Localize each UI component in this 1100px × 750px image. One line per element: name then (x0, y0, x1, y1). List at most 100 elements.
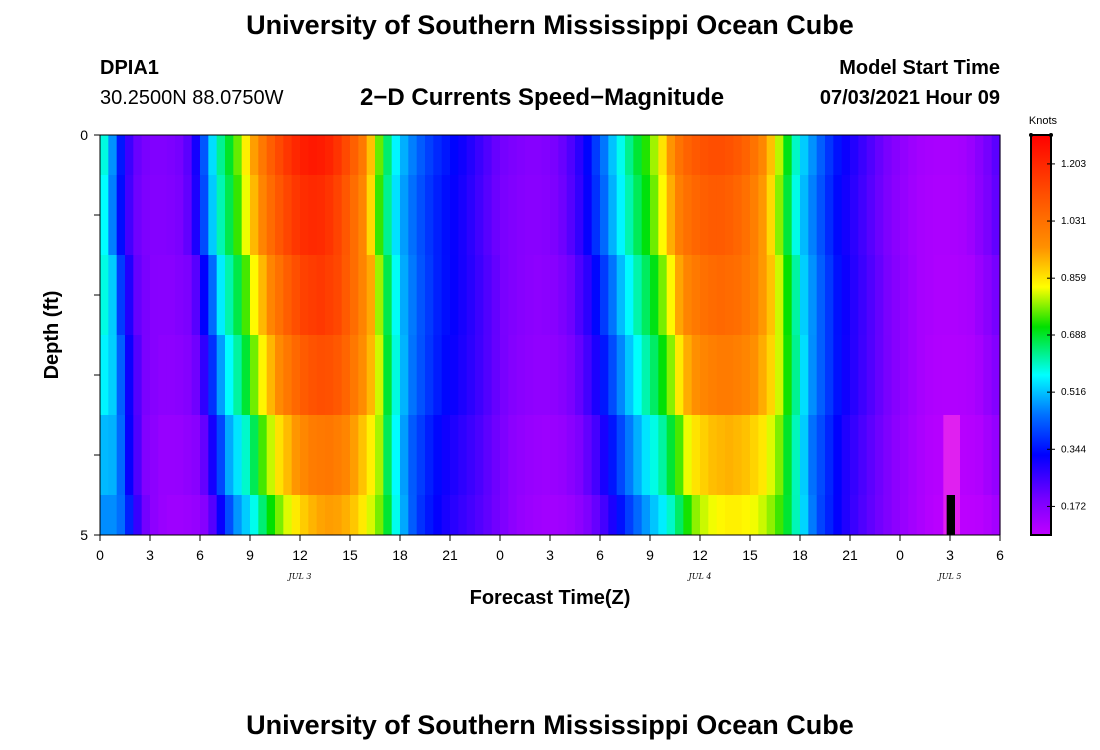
heatmap-cell (341, 135, 351, 175)
heatmap-cell (716, 255, 726, 335)
heatmap-cell (258, 135, 268, 175)
colorbar-tick-label: 0.344 (1061, 444, 1086, 455)
heatmap-cell (158, 415, 168, 495)
heatmap-cell (708, 495, 718, 535)
heatmap-cell (441, 335, 451, 415)
heatmap-cell (516, 415, 526, 495)
heatmap-cell (958, 495, 968, 535)
heatmap-cell (825, 335, 834, 415)
model-start-label: Model Start Time (839, 57, 1000, 79)
heatmap-cell (483, 495, 493, 535)
heatmap-cell (125, 335, 134, 415)
heatmap-cell (458, 175, 468, 255)
heatmap-cell (675, 335, 684, 415)
heatmap-cell (450, 175, 459, 255)
heatmap-cell (533, 495, 543, 535)
heatmap-cell (516, 255, 526, 335)
heatmap-cell (591, 335, 601, 415)
heatmap-cell (250, 135, 259, 175)
heatmap-cell (141, 415, 151, 495)
heatmap-cell (633, 335, 643, 415)
heatmap-cell (475, 175, 484, 255)
heatmap-cell (600, 175, 609, 255)
heatmap-cell (216, 495, 226, 535)
heatmap-cell (291, 175, 301, 255)
heatmap-cell (466, 415, 476, 495)
heatmap-cell (783, 335, 793, 415)
heatmap-cell (691, 415, 701, 495)
heatmap-cell (175, 255, 184, 335)
heatmap-cell (416, 495, 426, 535)
heatmap-cell (775, 255, 784, 335)
heatmap-cell (183, 175, 193, 255)
heatmap-cell (483, 175, 493, 255)
heatmap-cell (833, 135, 843, 175)
heatmap-cell (908, 175, 918, 255)
heatmap-cell (583, 255, 593, 335)
heatmap-annotations (943, 415, 960, 535)
heatmap-cell (275, 415, 284, 495)
heatmap-cell (600, 135, 609, 175)
heatmap-cell (358, 335, 368, 415)
heatmap-cell (816, 255, 826, 335)
heatmap-cell (933, 135, 943, 175)
heatmap-cell (333, 495, 343, 535)
heatmap-cell (825, 415, 834, 495)
heatmap-cell (808, 335, 818, 415)
heatmap-cell (466, 255, 476, 335)
heatmap-cell (558, 135, 568, 175)
heatmap-cell (225, 175, 234, 255)
heatmap-cell (958, 335, 968, 415)
heatmap-cell (950, 335, 959, 415)
footer-title: University of Southern Mississippi Ocean… (246, 710, 854, 740)
heatmap-cell (508, 255, 518, 335)
x-tick-label: 3 (146, 547, 154, 563)
heatmap-cell (383, 255, 393, 335)
heatmap-cell (391, 255, 401, 335)
heatmap-cell (691, 175, 701, 255)
heatmap-cell (675, 495, 684, 535)
heatmap-cell (266, 495, 276, 535)
heatmap-cell (275, 255, 284, 335)
heatmap-cell (925, 175, 934, 255)
heatmap-cell (300, 335, 309, 415)
heatmap-cell (850, 135, 859, 175)
heatmap-cell (975, 255, 984, 335)
heatmap-cell (325, 175, 334, 255)
heatmap-cell (275, 335, 284, 415)
colorbar-corner-dot (1029, 133, 1033, 137)
heatmap-cell (316, 415, 326, 495)
heatmap-cell (216, 135, 226, 175)
heatmap-cell (166, 135, 176, 175)
heatmap-cell (641, 335, 651, 415)
heatmap-cell (125, 255, 134, 335)
heatmap-cell (725, 495, 734, 535)
heatmap-cell (791, 335, 801, 415)
heatmap-cell (391, 175, 401, 255)
heatmap-cell (691, 335, 701, 415)
day-labels: JUL 3 JUL 4 JUL 5 (287, 572, 962, 581)
heatmap-cell (208, 495, 218, 535)
heatmap-cell (458, 255, 468, 335)
heatmap-cell (650, 255, 659, 335)
heatmap-cell (858, 495, 868, 535)
heatmap-cell (775, 495, 784, 535)
heatmap-cell (358, 495, 368, 535)
heatmap-cell (683, 335, 693, 415)
heatmap-cell (475, 135, 484, 175)
heatmap-cell (550, 135, 559, 175)
colorbar-tick-label: 0.172 (1061, 501, 1086, 512)
heatmap-cell (916, 175, 926, 255)
heatmap-cells (100, 135, 1001, 535)
heatmap-cell (916, 335, 926, 415)
heatmap-cell (616, 255, 626, 335)
heatmap-cell (841, 175, 851, 255)
colorbar-tick-label: 1.203 (1061, 159, 1086, 170)
heatmap-cell (825, 135, 834, 175)
heatmap-cell (475, 415, 484, 495)
heatmap-cell (308, 255, 318, 335)
heatmap-cell (508, 415, 518, 495)
heatmap-cell (600, 255, 609, 335)
heatmap-cell (225, 255, 234, 335)
heatmap-cell (158, 335, 168, 415)
